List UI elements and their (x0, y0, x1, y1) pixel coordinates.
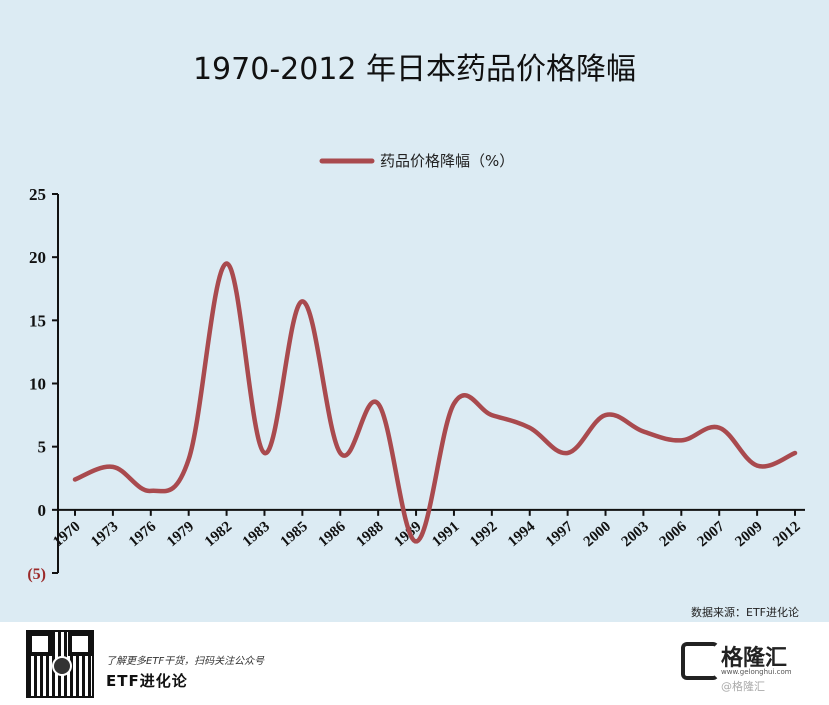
g-logo-icon (681, 642, 719, 680)
y-tick-label: 20 (29, 248, 46, 267)
x-tick-label: 1986 (316, 518, 350, 550)
logo-url: www.gelonghui.com (721, 668, 792, 676)
qr-code-icon (26, 630, 94, 698)
promo-text: 了解更多ETF干货，扫码关注公众号 (106, 656, 265, 667)
footer: 了解更多ETF干货，扫码关注公众号 ETF进化论 格隆汇 www.gelongh… (0, 622, 829, 705)
logo-name: 格隆汇 (721, 646, 788, 671)
y-tick-label: 10 (29, 375, 46, 394)
x-tick-label: 1994 (505, 518, 539, 550)
legend-label: 药品价格降幅（%） (380, 152, 514, 170)
x-tick-label: 1983 (240, 519, 273, 551)
x-tick-label: 2000 (581, 519, 614, 551)
x-tick-label: 2012 (770, 519, 803, 551)
y-tick-label: 0 (38, 501, 47, 520)
legend: 药品价格降幅（%） (319, 152, 514, 170)
x-tick-label: 2003 (619, 519, 652, 551)
gelonghui-logo: 格隆汇 www.gelonghui.com @格隆汇 (681, 636, 801, 693)
x-tick-label: 1976 (126, 518, 160, 550)
brand-name: ETF进化论 (106, 672, 188, 690)
logo-watermark: @格隆汇 (721, 680, 765, 693)
x-tick-label: 2009 (732, 519, 765, 551)
axes (57, 194, 805, 573)
y-tick-label: (5) (27, 566, 46, 583)
y-tick-label: 25 (29, 185, 46, 204)
y-tick-label: 15 (29, 311, 46, 330)
x-tick-label: 1982 (202, 519, 235, 551)
x-tick-label: 1988 (353, 519, 386, 551)
page-title: 1970-2012 年日本药品价格降幅 (192, 52, 637, 87)
x-tick-label: 1979 (164, 519, 197, 551)
y-tick-label: 5 (38, 438, 47, 457)
x-tick-label: 2006 (657, 518, 691, 550)
x-tick-label: 1997 (543, 518, 577, 550)
x-tick-label: 1992 (467, 519, 500, 551)
x-tick-label: 1973 (88, 519, 121, 551)
x-tick-label: 1985 (278, 519, 311, 551)
y-axis-ticks: 25 20 15 10 5 0 (5) (27, 185, 58, 583)
source-note: 数据来源：ETF进化论 (691, 606, 799, 619)
line-chart: 药品价格降幅（%） 25 20 15 10 5 0 (5) 1970 1973 1976 1979… (27, 152, 805, 583)
x-tick-label: 1970 (50, 519, 83, 551)
x-tick-label: 2007 (695, 518, 729, 550)
data-points (73, 261, 797, 543)
x-tick-label: 1991 (429, 519, 462, 551)
series-line (72, 261, 798, 544)
